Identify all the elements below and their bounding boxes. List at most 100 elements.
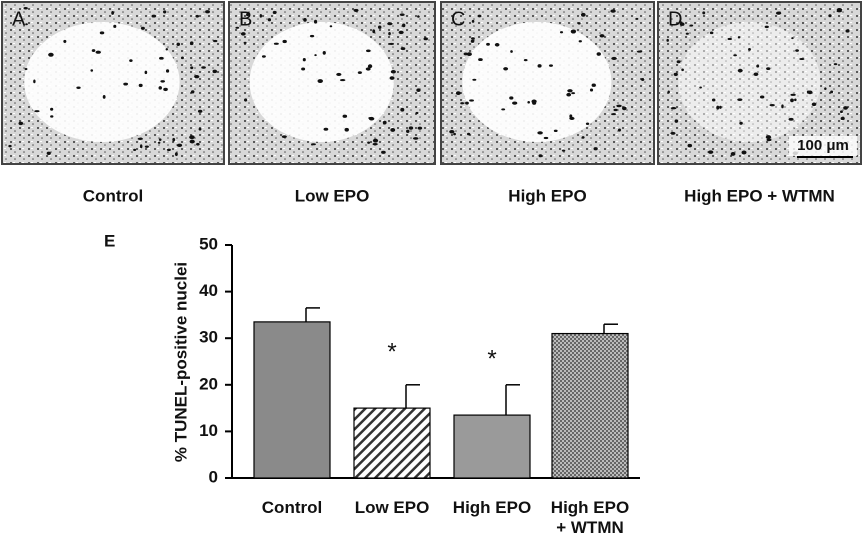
nucleus <box>48 52 54 57</box>
nucleus <box>310 143 316 146</box>
nucleus <box>23 7 28 10</box>
nucleus <box>561 149 566 152</box>
nucleus <box>157 141 161 144</box>
nucleus <box>790 93 796 96</box>
nucleus <box>372 29 376 34</box>
nucleus <box>531 99 537 104</box>
nucleus <box>196 142 200 146</box>
nucleus <box>165 48 169 51</box>
nucleus <box>197 109 203 113</box>
nucleus <box>727 37 732 41</box>
nucleus <box>486 42 490 46</box>
nucleus <box>416 88 421 92</box>
y-tick-label: 30 <box>199 328 218 347</box>
nucleus <box>423 37 428 41</box>
nucleus <box>137 137 143 141</box>
nucleus <box>566 92 572 97</box>
panel-letter: B <box>239 8 252 30</box>
nucleus <box>372 138 379 143</box>
nucleus <box>687 143 693 148</box>
nucleus <box>741 150 747 155</box>
scale-bar-label: 100 μm <box>797 137 849 154</box>
nucleus <box>213 39 218 43</box>
nucleus <box>759 95 765 99</box>
micrograph-clear-area <box>462 22 612 142</box>
y-axis-label: % TUNEL-positive nuclei <box>171 262 190 462</box>
y-tick-label: 20 <box>199 374 218 393</box>
nucleus <box>50 115 54 118</box>
nucleus <box>685 32 689 35</box>
nucleus <box>102 95 106 99</box>
nucleus <box>670 106 677 110</box>
nucleus <box>140 26 145 30</box>
nucleus <box>585 122 590 126</box>
nucleus <box>748 47 751 51</box>
nucleus <box>282 39 287 44</box>
nucleus <box>611 56 617 61</box>
nucleus <box>836 9 842 13</box>
nucleus <box>172 137 176 142</box>
y-tick-label: 50 <box>199 234 218 253</box>
nucleus <box>189 135 195 140</box>
nucleus <box>176 143 183 147</box>
nucleus <box>503 67 509 71</box>
nucleus <box>195 14 200 18</box>
nucleus <box>388 31 391 36</box>
nucleus <box>791 37 794 40</box>
nucleus <box>138 83 143 88</box>
nucleus <box>313 19 318 24</box>
nucleus <box>453 132 456 136</box>
nucleus <box>133 148 137 151</box>
nucleus <box>781 104 784 109</box>
nucleus <box>181 56 184 60</box>
nucleus <box>259 13 263 18</box>
nucleus <box>113 24 117 28</box>
nucleus <box>322 50 326 55</box>
nucleus <box>681 68 684 72</box>
scale-bar-bg <box>789 136 857 156</box>
nucleus <box>716 105 720 110</box>
nucleus <box>129 59 133 62</box>
nucleus <box>478 58 483 62</box>
nucleus <box>301 67 306 71</box>
nucleus <box>559 31 564 34</box>
micrograph-clear-area <box>678 22 821 142</box>
micrograph-clear-area <box>24 22 180 142</box>
nucleus <box>843 106 848 110</box>
nucleus <box>390 69 396 74</box>
nucleus <box>799 58 805 61</box>
x-tick-label: Control <box>261 498 323 517</box>
nucleus <box>730 152 736 156</box>
nucleus <box>472 78 477 81</box>
nucleus <box>641 77 645 82</box>
nucleus <box>709 31 714 35</box>
y-tick-label: 0 <box>209 467 218 486</box>
nucleus <box>205 10 210 14</box>
nucleus <box>599 34 605 38</box>
nucleus <box>387 22 393 26</box>
nucleus <box>845 29 850 33</box>
significance-marker: * <box>487 345 496 372</box>
nucleus <box>680 21 683 25</box>
nucleus <box>366 49 371 53</box>
nucleus <box>399 13 405 16</box>
nucleus <box>413 137 419 140</box>
nucleus <box>699 86 703 89</box>
nucleus <box>99 31 105 35</box>
bar <box>551 332 629 479</box>
nucleus <box>235 26 240 29</box>
nucleus <box>139 144 143 149</box>
nucleus <box>538 154 543 158</box>
nucleus <box>159 56 164 60</box>
nucleus <box>830 90 834 94</box>
nucleus <box>176 42 181 47</box>
nucleus <box>34 110 40 113</box>
nucleus <box>811 102 817 107</box>
nucleus <box>766 67 771 71</box>
nucleus <box>578 40 582 43</box>
nucleus <box>357 71 362 75</box>
nucleus <box>737 98 743 102</box>
nucleus <box>390 127 396 132</box>
nucleus <box>673 72 678 77</box>
